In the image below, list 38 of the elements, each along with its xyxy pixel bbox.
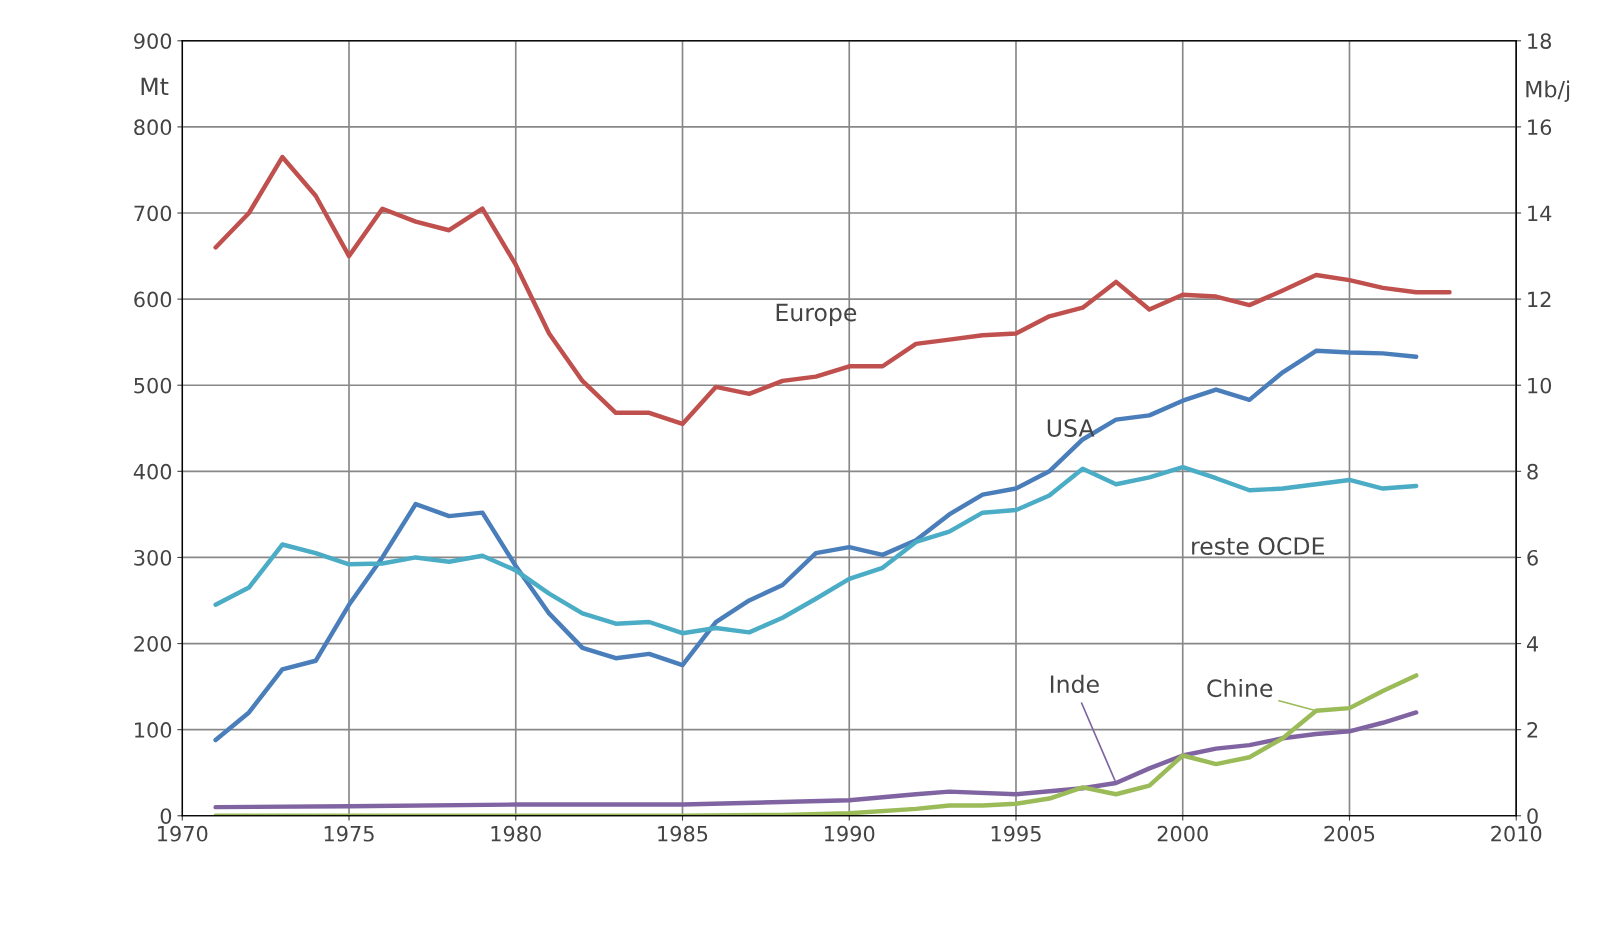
series-label: USA [1047,419,1095,437]
x-tick-label: 1980 [491,825,541,842]
y-tick-label: 900 [134,33,172,49]
y2-tick-label: 4 [1526,636,1539,652]
x-tick-label: 2000 [1157,825,1208,842]
y2-tick-label: 10 [1528,377,1552,394]
text: Inde [1050,674,1099,694]
x-tick-label: 2010 [1491,825,1542,842]
y-tick-label: 600 [134,291,172,308]
line-series [213,464,1419,636]
y2-tick-label: 2 [1527,722,1538,738]
x-tick-label: 1975 [324,825,374,842]
y2-tick-label: 16 [1528,119,1552,136]
y-tick-label: 800 [134,119,172,136]
text: reste OCDE [1192,537,1324,555]
y2-tick-label: 6 [1527,549,1538,566]
y2-tick-label: 8 [1527,463,1538,480]
y2-tick-label: 14 [1528,205,1552,221]
x-tick-label: 1990 [825,825,875,842]
x-tick-label: 1995 [991,825,1041,842]
y-axis-title: Mt [141,77,169,96]
y-tick-label: 500 [134,377,172,394]
y-tick-label: 400 [133,463,172,480]
x-tick-label: 1970 [158,825,208,842]
y-tick-label: 100 [135,722,172,738]
y-tick-label: 700 [134,205,172,222]
y2-tick-label: 18 [1528,33,1552,49]
y-tick-label: 200 [134,636,172,652]
line-series [213,673,1419,816]
x-tick-label: 1985 [658,825,708,842]
y-tick-label: 300 [134,549,172,566]
line-series [213,348,1419,743]
y-tick-label: 0 [160,808,172,824]
y2-tick-label: 0 [1527,808,1538,824]
y2-tick-label: 12 [1528,291,1551,308]
y2-axis-title: Mb/j [1526,80,1570,102]
x-tick-label: 2005 [1324,825,1375,842]
series-label: Chine [1207,678,1273,698]
